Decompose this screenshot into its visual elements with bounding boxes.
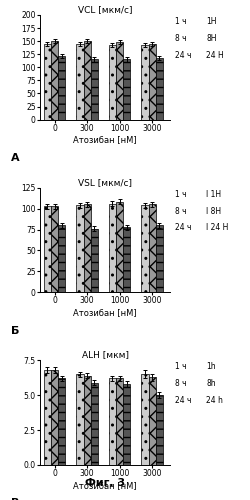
X-axis label: Атозибан [нМ]: Атозибан [нМ] <box>73 308 137 318</box>
Text: 1 ч: 1 ч <box>175 17 187 26</box>
Bar <box>91 228 98 292</box>
Text: 1h: 1h <box>206 362 216 372</box>
Bar <box>142 46 148 120</box>
Bar <box>156 226 163 292</box>
Bar <box>84 376 91 465</box>
Bar <box>148 204 156 292</box>
Text: 1 ч: 1 ч <box>175 362 187 372</box>
Text: 1 ч: 1 ч <box>175 190 187 199</box>
Bar <box>123 227 130 292</box>
Bar <box>148 377 156 465</box>
Bar <box>142 206 148 292</box>
Text: 24 H: 24 H <box>206 50 224 59</box>
Bar <box>109 204 116 292</box>
Bar <box>51 206 58 292</box>
Text: 8 ч: 8 ч <box>175 379 187 388</box>
Text: I 1H: I 1H <box>206 190 222 199</box>
Bar <box>76 374 84 465</box>
Bar <box>109 378 116 465</box>
X-axis label: Атозибан [нМ]: Атозибан [нМ] <box>73 136 137 144</box>
Text: Фиг. 3: Фиг. 3 <box>85 478 125 488</box>
Bar <box>84 41 91 119</box>
Bar <box>76 44 84 120</box>
Bar <box>116 378 123 465</box>
Bar <box>148 44 156 120</box>
Text: Б: Б <box>12 326 20 336</box>
Bar <box>58 56 65 120</box>
Bar <box>84 204 91 292</box>
Title: VCL [мкм/c]: VCL [мкм/c] <box>78 5 132 14</box>
Text: 8 ч: 8 ч <box>175 34 187 43</box>
Text: 24 ч: 24 ч <box>175 224 192 232</box>
Bar <box>156 395 163 465</box>
Text: I 8H: I 8H <box>206 206 222 216</box>
X-axis label: Атозибан [нМ]: Атозибан [нМ] <box>73 481 137 490</box>
Text: 24 h: 24 h <box>206 396 223 405</box>
Bar <box>109 46 116 120</box>
Text: 24 ч: 24 ч <box>175 396 192 405</box>
Text: В: В <box>12 498 20 500</box>
Bar <box>76 206 84 292</box>
Title: ALH [мкм]: ALH [мкм] <box>82 350 128 360</box>
Bar <box>91 382 98 465</box>
Text: 1H: 1H <box>206 17 217 26</box>
Bar <box>123 384 130 465</box>
Bar <box>44 44 51 120</box>
Text: I 24 H: I 24 H <box>206 224 229 232</box>
Bar <box>116 202 123 292</box>
Bar <box>44 370 51 465</box>
Text: 8 ч: 8 ч <box>175 206 187 216</box>
Title: VSL [мкм/c]: VSL [мкм/c] <box>78 178 132 187</box>
Text: 8H: 8H <box>206 34 217 43</box>
Bar <box>142 374 148 465</box>
Bar <box>91 60 98 120</box>
Bar <box>116 42 123 119</box>
Bar <box>51 370 58 465</box>
Bar <box>123 60 130 120</box>
Bar <box>58 378 65 465</box>
Text: 8h: 8h <box>206 379 216 388</box>
Bar <box>51 41 58 119</box>
Bar <box>44 206 51 292</box>
Bar <box>156 58 163 120</box>
Text: 24 ч: 24 ч <box>175 50 192 59</box>
Text: A: A <box>12 153 20 163</box>
Bar <box>58 226 65 292</box>
